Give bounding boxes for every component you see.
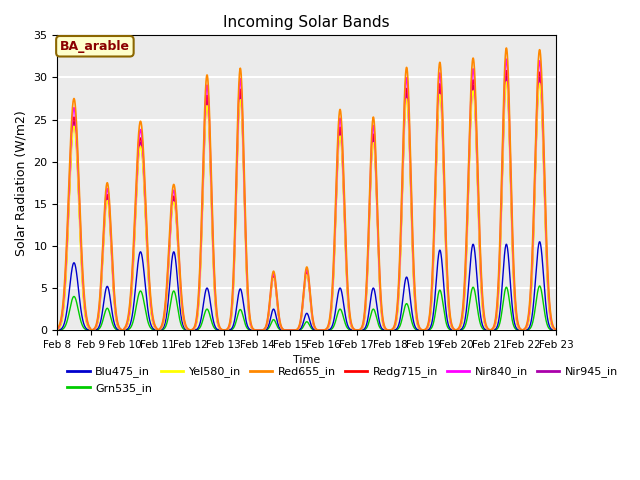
Line: Nir840_in: Nir840_in [58, 60, 556, 330]
Grn535_in [419, 327, 426, 333]
Nir945_in [552, 327, 560, 333]
Nir945_in [447, 319, 454, 325]
Blu475_in [447, 326, 454, 332]
Redg715_in [419, 327, 426, 333]
Nir840_in [391, 323, 399, 329]
Grn535_in [552, 327, 560, 333]
Redg715_in [391, 324, 399, 330]
Grn535_in [536, 283, 543, 289]
Title: Incoming Solar Bands: Incoming Solar Bands [223, 15, 390, 30]
Yel580_in [419, 327, 426, 333]
Yel580_in [447, 322, 454, 328]
Yel580_in [143, 257, 151, 263]
Blu475_in [552, 327, 559, 333]
Blu475_in [288, 327, 296, 333]
Line: Yel580_in: Yel580_in [58, 82, 556, 330]
Grn535_in [390, 327, 398, 333]
Nir945_in [288, 327, 296, 333]
Blu475_in [552, 327, 560, 333]
Red655_in [391, 322, 399, 327]
Red655_in [502, 45, 510, 51]
Redg715_in [552, 327, 559, 333]
Redg715_in [54, 326, 61, 332]
Grn535_in [143, 315, 151, 321]
Blu475_in [536, 239, 543, 245]
Nir945_in [502, 73, 510, 79]
Line: Redg715_in: Redg715_in [58, 71, 556, 330]
Redg715_in [447, 320, 454, 326]
Nir945_in [143, 249, 151, 254]
Redg715_in [502, 68, 510, 73]
Grn535_in [288, 327, 296, 333]
Blu475_in [390, 327, 398, 333]
Nir840_in [447, 317, 454, 323]
Line: Grn535_in: Grn535_in [58, 286, 556, 330]
Nir840_in [502, 57, 510, 62]
Nir945_in [391, 324, 399, 330]
Redg715_in [288, 327, 296, 333]
Yel580_in [502, 79, 510, 85]
Grn535_in [447, 327, 454, 333]
Legend: Blu475_in, Grn535_in, Yel580_in, Red655_in, Redg715_in, Nir840_in, Nir945_in: Blu475_in, Grn535_in, Yel580_in, Red655_… [63, 362, 622, 398]
Red655_in [143, 232, 151, 238]
Red655_in [447, 315, 454, 321]
Nir840_in [552, 327, 560, 333]
Nir945_in [87, 327, 95, 333]
Blu475_in [54, 327, 61, 333]
Redg715_in [143, 250, 151, 255]
Blu475_in [419, 327, 426, 333]
Text: BA_arable: BA_arable [60, 40, 130, 53]
Y-axis label: Solar Radiation (W/m2): Solar Radiation (W/m2) [15, 110, 28, 256]
Red655_in [87, 327, 95, 333]
Nir840_in [143, 240, 151, 246]
X-axis label: Time: Time [293, 355, 321, 365]
Nir840_in [87, 327, 95, 333]
Grn535_in [54, 327, 61, 333]
Line: Nir945_in: Nir945_in [58, 76, 556, 330]
Red655_in [288, 327, 296, 333]
Line: Blu475_in: Blu475_in [58, 242, 556, 330]
Yel580_in [552, 327, 560, 333]
Grn535_in [552, 327, 559, 333]
Red655_in [552, 326, 559, 332]
Yel580_in [54, 327, 61, 333]
Line: Red655_in: Red655_in [58, 48, 556, 330]
Red655_in [54, 325, 61, 331]
Blu475_in [143, 300, 151, 306]
Nir945_in [552, 327, 559, 333]
Redg715_in [87, 327, 95, 333]
Nir840_in [288, 327, 296, 333]
Yel580_in [391, 325, 399, 331]
Yel580_in [288, 327, 296, 333]
Nir840_in [54, 326, 61, 332]
Red655_in [419, 327, 426, 333]
Nir945_in [54, 326, 61, 332]
Redg715_in [552, 327, 560, 333]
Yel580_in [87, 327, 95, 333]
Yel580_in [552, 327, 559, 333]
Red655_in [552, 327, 560, 333]
Nir840_in [419, 327, 426, 333]
Nir840_in [552, 327, 559, 333]
Nir945_in [419, 327, 426, 333]
